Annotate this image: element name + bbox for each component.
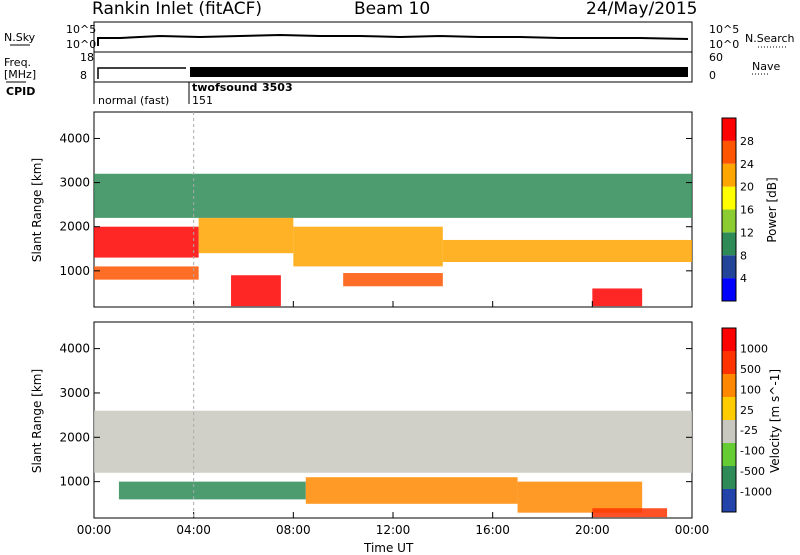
power-ytick-label-2: 3000 xyxy=(59,176,90,190)
velocity-colorbar-swatch-5 xyxy=(722,374,736,397)
nsearch-tick-top: 10^5 xyxy=(709,23,740,36)
velocity-colorbar-swatch-1 xyxy=(722,466,736,489)
freq-tick-top: 18 xyxy=(80,51,94,64)
velocity-colorbar-tick-7: -1000 xyxy=(740,486,772,499)
velocity-colorbar-swatch-2 xyxy=(722,443,736,466)
power-band-7 xyxy=(592,288,643,307)
velocity-colorbar-swatch-7 xyxy=(722,328,736,351)
velocity-band-3 xyxy=(517,481,643,513)
velocity-colorbar-tick-4: -25 xyxy=(740,424,758,437)
power-colorbar-swatch-2 xyxy=(722,232,736,256)
xtick-label-3: 12:00 xyxy=(376,523,411,537)
mode-label-normal: normal (fast) xyxy=(98,94,170,107)
nsearch-label: N.Search xyxy=(745,32,795,45)
velocity-band-1 xyxy=(118,481,306,500)
nsky-tick-top: 10^5 xyxy=(66,23,97,36)
mode-label-twofsound: twofsound xyxy=(192,81,258,94)
power-colorbar-frame xyxy=(721,117,737,302)
xtick-label-2: 08:00 xyxy=(276,523,311,537)
velocity-colorbar-swatch-6 xyxy=(722,351,736,374)
velocity-ytick-label-3: 4000 xyxy=(59,342,90,356)
station-title: Rankin Inlet (fitACF) xyxy=(92,0,263,19)
power-colorbar-tick-6: 4 xyxy=(740,272,747,285)
power-yticks: 1000 2000 3000 4000 xyxy=(59,131,692,278)
nsky-tick-bottom: 10^0 xyxy=(66,38,97,51)
power-colorbar-tick-5: 8 xyxy=(740,249,747,262)
velocity-ytick-label-0: 1000 xyxy=(59,475,90,489)
nave-label: Nave xyxy=(752,60,781,73)
xtick-label-0: 00:00 xyxy=(77,523,112,537)
freq-unit-label: [MHz] xyxy=(4,68,37,81)
xtick-label-4: 16:00 xyxy=(475,523,510,537)
velocity-colorbar-tick-6: -500 xyxy=(740,465,765,478)
power-ytick-label-1: 2000 xyxy=(59,220,90,234)
power-band-2 xyxy=(198,217,294,254)
velocity-band-2 xyxy=(305,477,518,504)
power-band-6 xyxy=(442,239,692,262)
power-colorbar-tick-1: 24 xyxy=(740,158,754,171)
nsky-trace xyxy=(97,33,689,46)
power-colorbar-tick-4: 12 xyxy=(740,226,754,239)
freq-trace-twofsound xyxy=(190,67,688,77)
power-colorbar-swatch-0 xyxy=(722,278,736,301)
xtick-label-1: 04:00 xyxy=(176,523,211,537)
power-colorbar-tick-2: 20 xyxy=(740,181,754,194)
velocity-panel xyxy=(93,321,693,519)
power-colorbar-swatch-6 xyxy=(722,140,736,164)
power-ytick-label-3: 4000 xyxy=(59,131,90,145)
power-band-3 xyxy=(231,275,281,307)
velocity-colorbar-tick-0: 1000 xyxy=(740,342,768,355)
beam-title: Beam 10 xyxy=(354,0,431,19)
power-band-0 xyxy=(94,226,199,258)
power-colorbar-tick-0: 28 xyxy=(740,135,754,148)
power-colorbar-swatch-7 xyxy=(722,118,736,141)
freq-label: Freq. xyxy=(4,56,32,69)
velocity-colorbar-tick-1: 500 xyxy=(740,363,761,376)
date-title: 24/May/2015 xyxy=(586,0,698,19)
power-colorbar-swatch-5 xyxy=(722,163,736,187)
power-panel xyxy=(93,111,693,308)
velocity-band-0 xyxy=(94,410,692,473)
time-xlabel: Time UT xyxy=(364,541,414,555)
freq-trace-normal xyxy=(97,67,186,79)
power-colorbar-swatch-3 xyxy=(722,209,736,233)
xtick-label-5: 20:00 xyxy=(575,523,610,537)
velocity-colorbar-tick-3: 25 xyxy=(740,404,754,417)
time-xticks: 00:00 04:00 08:00 12:00 16:00 20:00 00:00 xyxy=(77,112,710,537)
velocity-colorbar: 1000 500 100 25 -25 -100 -500 -1000 xyxy=(721,327,772,513)
power-colorbar: 28 24 20 16 12 8 4 xyxy=(721,117,754,302)
velocity-ytick-label-1: 2000 xyxy=(59,430,90,444)
power-colorbar-swatch-4 xyxy=(722,186,736,210)
velocity-colorbar-swatch-4 xyxy=(722,397,736,420)
nave-tick-bottom: 0 xyxy=(709,69,716,82)
nave-tick-top: 60 xyxy=(709,51,723,64)
velocity-colorbar-swatch-0 xyxy=(722,489,736,512)
velocity-colorbar-tick-5: -100 xyxy=(740,445,765,458)
power-colorbar-tick-3: 16 xyxy=(740,204,754,217)
power-ytick-label-0: 1000 xyxy=(59,264,90,278)
velocity-ytick-label-2: 3000 xyxy=(59,386,90,400)
velocity-colorbar-tick-2: 100 xyxy=(740,383,761,396)
power-band-4 xyxy=(293,226,443,267)
velocity-colorbar-frame xyxy=(721,327,737,513)
cpid-value-twofsound: 3503 xyxy=(262,81,293,94)
freq-tick-bottom: 8 xyxy=(80,69,87,82)
power-band-5 xyxy=(343,273,443,287)
power-band-8 xyxy=(94,173,692,218)
nsearch-tick-bottom: 10^0 xyxy=(709,38,740,51)
velocity-colorbar-swatch-3 xyxy=(722,420,736,443)
cpid-label: CPID xyxy=(6,85,36,98)
xtick-label-6: 00:00 xyxy=(675,523,710,537)
power-colorbar-swatch-1 xyxy=(722,255,736,279)
freq-panel-frame xyxy=(93,51,693,83)
power-band-1 xyxy=(94,266,199,280)
cpid-value-normal: 151 xyxy=(192,94,213,107)
nsky-label: N.Sky xyxy=(4,31,36,44)
velocity-band-4 xyxy=(592,508,668,518)
velocity-yticks: 1000 2000 3000 4000 xyxy=(59,342,692,489)
